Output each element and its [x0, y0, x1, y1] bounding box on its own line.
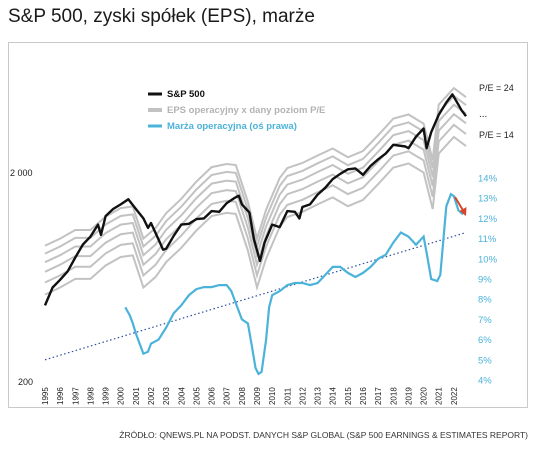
x-tick-label: 1997: [71, 387, 80, 405]
chart-frame: [8, 42, 528, 408]
x-tick-label: 2005: [192, 387, 201, 405]
right-tick-label: 7%: [478, 315, 492, 326]
x-tick-label: 2007: [223, 387, 232, 405]
chart-title: S&P 500, zyski spółek (EPS), marże: [8, 6, 315, 27]
right-tick-label: 11%: [478, 234, 497, 245]
left-tick-label: 2 000: [10, 168, 33, 178]
eps-band-pe-24: [44, 86, 467, 247]
right-tick-label: 12%: [478, 214, 498, 225]
x-tick-label: 2018: [389, 387, 398, 405]
red-arrow-head: [459, 207, 467, 216]
x-tick-label: 2016: [359, 387, 368, 405]
right-tick-label: 4%: [478, 376, 492, 387]
band-label-bottom: P/E = 14: [479, 130, 514, 140]
x-tick-label: 2020: [420, 387, 429, 405]
x-tick-label: 2011: [283, 387, 292, 405]
x-tick-label: 1999: [102, 387, 111, 405]
margin-trend-line: [44, 231, 467, 361]
eps-band-pe-18: [44, 112, 467, 273]
x-tick-label: 1996: [56, 387, 65, 405]
x-tick-label: 2019: [404, 387, 413, 405]
right-tick-label: 14%: [478, 174, 498, 185]
x-tick-label: 2008: [238, 387, 247, 405]
x-tick-label: 2000: [117, 387, 126, 405]
x-tick-label: 1995: [41, 387, 50, 405]
x-tick-label: 2013: [314, 387, 323, 405]
x-tick-label: 2006: [208, 387, 217, 405]
sp500-series-line: [43, 93, 467, 306]
x-tick-label: 2012: [298, 387, 307, 405]
legend-label: EPS operacyjny x dany poziom P/E: [167, 105, 325, 116]
legend-label: S&P 500: [167, 89, 205, 100]
right-tick-label: 8%: [478, 295, 492, 306]
band-label-dots: ...: [479, 109, 487, 120]
right-tick-label: 6%: [478, 335, 492, 346]
eps-band-pe-16: [44, 123, 467, 284]
eps-band-pe-20: [44, 103, 467, 264]
x-tick-label: 2021: [435, 387, 444, 405]
x-tick-label: 2009: [253, 387, 262, 405]
x-tick-label: 2015: [344, 387, 353, 405]
margin-series-line: [124, 192, 464, 376]
x-tick-label: 2014: [329, 387, 338, 405]
x-tick-label: 2004: [177, 387, 186, 405]
x-tick-label: 2017: [374, 387, 383, 405]
x-tick-label: 2001: [132, 387, 141, 405]
x-tick-label: 2003: [162, 387, 171, 405]
right-tick-label: 10%: [478, 254, 498, 265]
x-tick-label: 2010: [268, 387, 277, 405]
x-tick-label: 2022: [450, 387, 459, 405]
eps-band-pe-14: [44, 135, 467, 296]
legend-label: Marża operacyjna (oś prawa): [167, 121, 297, 132]
band-label-top: P/E = 24: [479, 83, 514, 93]
right-tick-label: 9%: [478, 275, 492, 286]
x-tick-label: 2002: [147, 387, 156, 405]
right-tick-label: 5%: [478, 355, 492, 366]
x-tick-label: 1998: [86, 387, 95, 405]
right-tick-label: 13%: [478, 194, 498, 205]
left-tick-label: 200: [18, 377, 33, 387]
source-note: ŹRÓDŁO: QNEWS.PL NA PODST. DANYCH S&P GL…: [119, 430, 528, 440]
